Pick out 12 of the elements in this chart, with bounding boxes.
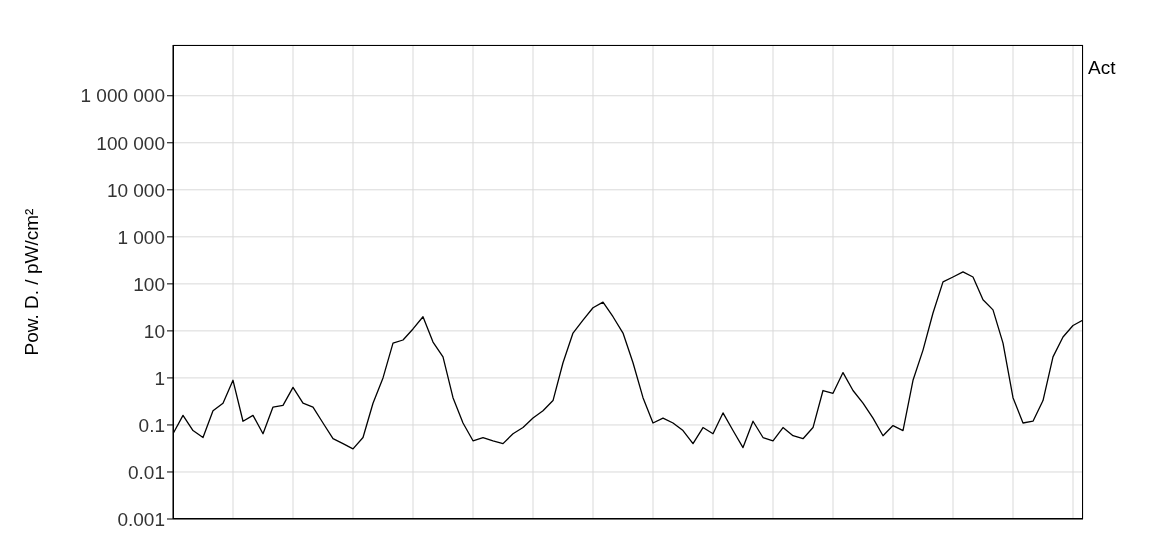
y-tick-label: 100 xyxy=(133,273,165,295)
y-tick-label: 0.1 xyxy=(138,414,165,436)
y-tick-label: 0.01 xyxy=(128,461,165,483)
y-tick-label: 1 000 xyxy=(117,226,165,248)
text: Act xyxy=(1088,57,1116,79)
y-tick-label: 1 xyxy=(154,367,165,389)
y-tick-label: 10 000 xyxy=(106,179,165,201)
y-tick-label: 10 xyxy=(143,320,165,342)
y-tick-label: 100 000 xyxy=(96,132,165,154)
y-tick-label: 0.001 xyxy=(117,508,165,530)
y-tick-label: 1 000 000 xyxy=(80,85,165,107)
y-axis-title: Pow. D. / pW/cm² xyxy=(20,208,42,356)
